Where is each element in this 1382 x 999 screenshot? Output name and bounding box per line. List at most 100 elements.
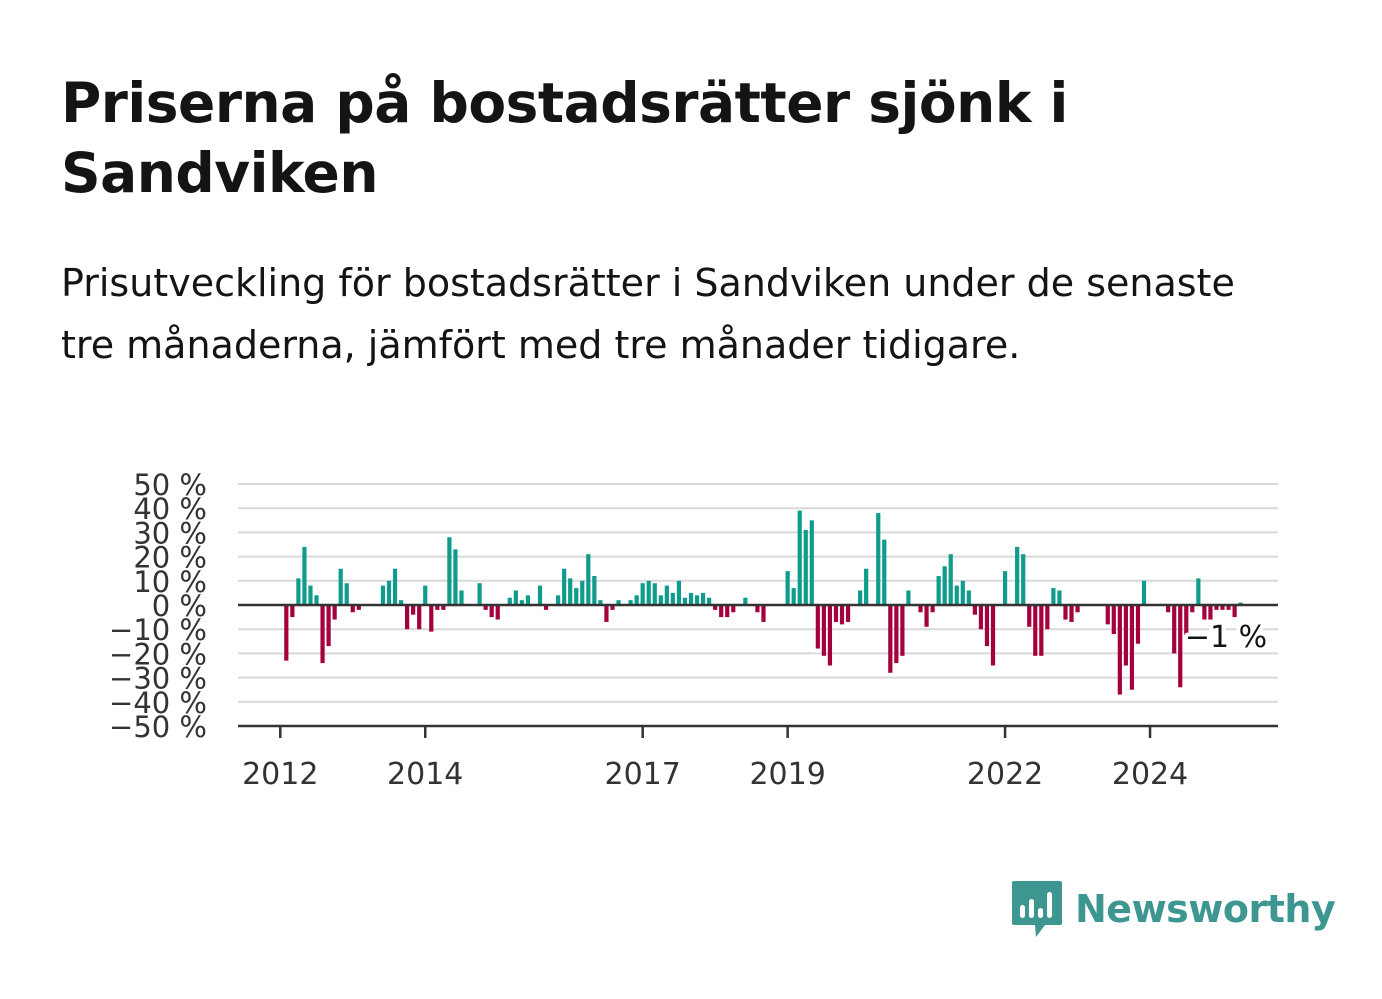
bar-positive [447, 537, 452, 605]
bar-negative [429, 605, 434, 632]
bar-positive [580, 580, 585, 605]
bar-negative [888, 605, 893, 673]
brand-name: Newsworthy [1075, 887, 1336, 931]
bar-positive [876, 513, 881, 605]
bar-positive [562, 568, 567, 605]
bar-positive [477, 583, 482, 605]
bar-positive [658, 595, 663, 605]
bar-negative [821, 605, 826, 656]
bar-negative [1184, 605, 1189, 639]
last-value-label: −1 % [1185, 620, 1267, 655]
bar-negative [990, 605, 996, 666]
bar-positive [308, 585, 313, 605]
bar-positive [707, 597, 712, 605]
bar-positive [586, 554, 591, 605]
bar-positive [568, 578, 573, 605]
bar-positive [942, 566, 947, 605]
bar-negative [972, 605, 977, 615]
bar-positive [948, 554, 953, 605]
bar-negative [984, 605, 990, 647]
bar-negative [719, 605, 724, 618]
bar-negative [1135, 605, 1141, 644]
bar-negative [320, 605, 325, 664]
bar-positive [1141, 580, 1147, 605]
bar-negative [1129, 605, 1135, 690]
y-tick-label: −40 % [109, 686, 207, 720]
bars [284, 510, 1243, 695]
bar-negative [1166, 605, 1171, 613]
bar-positive [1196, 578, 1201, 605]
bar-positive [1057, 590, 1062, 605]
y-tick-label: −50 % [109, 710, 207, 744]
bar-positive [864, 568, 869, 605]
bar-negative [761, 605, 766, 622]
bar-positive [743, 597, 748, 605]
y-tick-label: 20 % [133, 541, 207, 575]
bar-negative [610, 605, 615, 610]
bar-negative [1123, 605, 1128, 666]
bar-positive [694, 595, 700, 605]
bar-positive [670, 592, 675, 605]
bar-negative [332, 605, 337, 620]
bar-positive [338, 568, 343, 605]
bar-positive [296, 578, 301, 605]
bar-negative [1117, 605, 1122, 695]
bar-positive [398, 600, 404, 605]
bar-positive [954, 585, 959, 605]
bar-positive [507, 597, 512, 605]
bar-positive [459, 590, 464, 605]
bar-negative [1027, 605, 1032, 627]
bar-negative [845, 605, 851, 622]
y-tick-label: 0 % [152, 589, 207, 623]
axes [238, 603, 1278, 738]
bar-negative [1202, 605, 1207, 620]
bar-positive [513, 590, 518, 605]
bar-positive [616, 600, 621, 605]
bar-positive [966, 590, 971, 605]
bar-positive [700, 592, 706, 605]
y-tick-label: −20 % [109, 637, 207, 671]
bar-negative [1063, 605, 1068, 620]
x-tick-label: 2022 [967, 757, 1043, 792]
y-tick-label: 50 % [133, 468, 207, 502]
bar-negative [894, 605, 899, 664]
bar-chart: 50 %40 %30 %20 %10 %0 %−10 %−20 %−30 %−4… [109, 468, 1278, 792]
y-tick-label: −30 % [109, 662, 207, 696]
y-tick-label: 40 % [133, 492, 207, 526]
bar-positive [1051, 588, 1056, 605]
bar-positive [598, 600, 603, 605]
bar-negative [827, 605, 833, 666]
bar-positive [791, 588, 796, 605]
bar-negative [1172, 605, 1177, 654]
bar-positive [797, 510, 802, 605]
bar-negative [1178, 605, 1183, 688]
bar-negative [411, 605, 416, 615]
bar-positive [858, 590, 863, 605]
x-tick-label: 2019 [749, 757, 825, 792]
bar-negative [900, 605, 905, 656]
bar-negative [435, 605, 440, 610]
bar-negative [1039, 605, 1044, 656]
bar-negative [284, 605, 289, 661]
x-tick-label: 2024 [1112, 757, 1188, 792]
bar-negative [1033, 605, 1038, 656]
y-tick-label: 30 % [133, 516, 207, 550]
bar-negative [1232, 605, 1237, 618]
tick-labels: 50 %40 %30 %20 %10 %0 %−10 %−20 %−30 %−4… [109, 468, 1271, 792]
bar-positive [1015, 546, 1020, 605]
bar-positive [537, 585, 543, 605]
bar-positive [936, 575, 941, 605]
bar-negative [1208, 605, 1213, 620]
x-tick-label: 2014 [387, 757, 463, 792]
brand-logo: Newsworthy [1011, 879, 1336, 939]
bar-negative [924, 605, 929, 627]
bar-negative [604, 605, 609, 622]
bar-positive [628, 600, 633, 605]
bar-positive [664, 585, 669, 605]
bar-negative [930, 605, 935, 613]
bar-negative [1075, 605, 1080, 613]
bar-negative [1190, 605, 1195, 613]
bar-negative [441, 605, 446, 610]
bar-negative [839, 605, 845, 625]
bar-negative [495, 605, 500, 620]
